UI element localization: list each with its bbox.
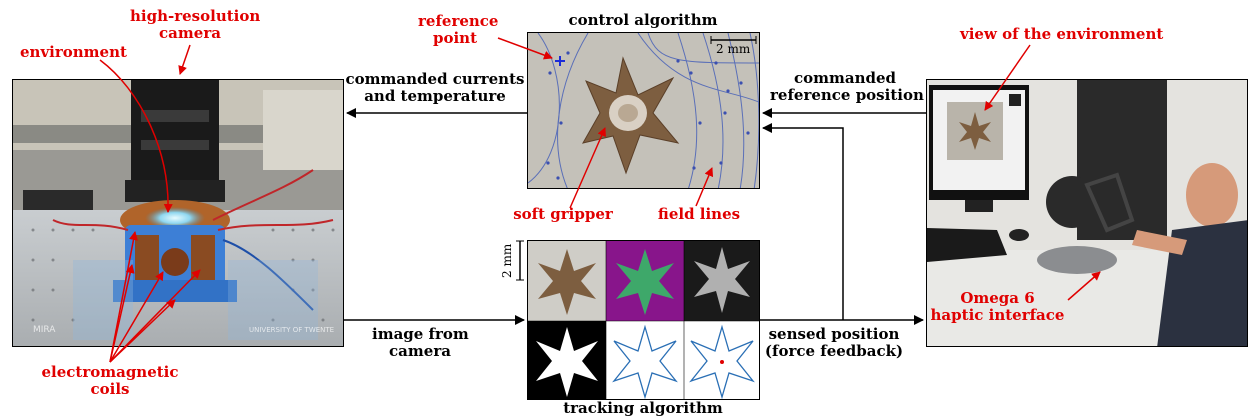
pointer-soft-gripper [570, 128, 605, 208]
label-reference-pos-line2: reference position [770, 87, 920, 104]
label-sensed-line1: sensed position [763, 326, 905, 343]
arrow-force-feedback [763, 128, 843, 320]
label-reference-line1: reference [418, 13, 492, 30]
pointer-camera [180, 45, 190, 74]
label-image-from-camera: image from camera [372, 326, 468, 360]
label-sensed-position: sensed position (force feedback) [763, 326, 905, 360]
label-field-lines: field lines [655, 206, 743, 223]
label-tracking-algorithm: tracking algorithm [540, 400, 746, 417]
label-camera-line1: high-resolution [130, 8, 250, 25]
pointer-omega6 [1068, 272, 1100, 300]
label-omega6: Omega 6 haptic interface [925, 290, 1070, 324]
label-currents-line2: and temperature [345, 88, 525, 105]
label-sensed-line2: (force feedback) [763, 343, 905, 360]
label-omega-line1: Omega 6 [925, 290, 1070, 307]
pointer-environment [100, 60, 168, 212]
label-coils-line1: electromagnetic [40, 364, 180, 381]
label-high-resolution-camera: high-resolution camera [130, 8, 250, 42]
label-image-line2: camera [372, 343, 468, 360]
label-image-line1: image from [372, 326, 468, 343]
label-view-environment: view of the environment [960, 26, 1160, 43]
pointer-field-lines [696, 168, 712, 206]
label-coils-line2: coils [40, 381, 180, 398]
pointer-coils [110, 232, 200, 362]
label-control-algorithm: control algorithm [540, 12, 746, 29]
label-camera-line2: camera [130, 25, 250, 42]
label-environment: environment [20, 44, 124, 61]
pointer-reference-point [498, 38, 552, 58]
label-commanded-currents: commanded currents and temperature [345, 71, 525, 105]
label-reference-pos-line1: commanded [770, 70, 920, 87]
label-currents-line1: commanded currents [345, 71, 525, 88]
label-reference-line2: point [418, 30, 492, 47]
label-reference-point: reference point [418, 13, 492, 47]
pointer-view-environment [985, 45, 1030, 110]
label-omega-line2: haptic interface [925, 307, 1070, 324]
label-electromagnetic-coils: electromagnetic coils [40, 364, 180, 398]
label-commanded-reference: commanded reference position [770, 70, 920, 104]
label-soft-gripper: soft gripper [513, 206, 613, 223]
